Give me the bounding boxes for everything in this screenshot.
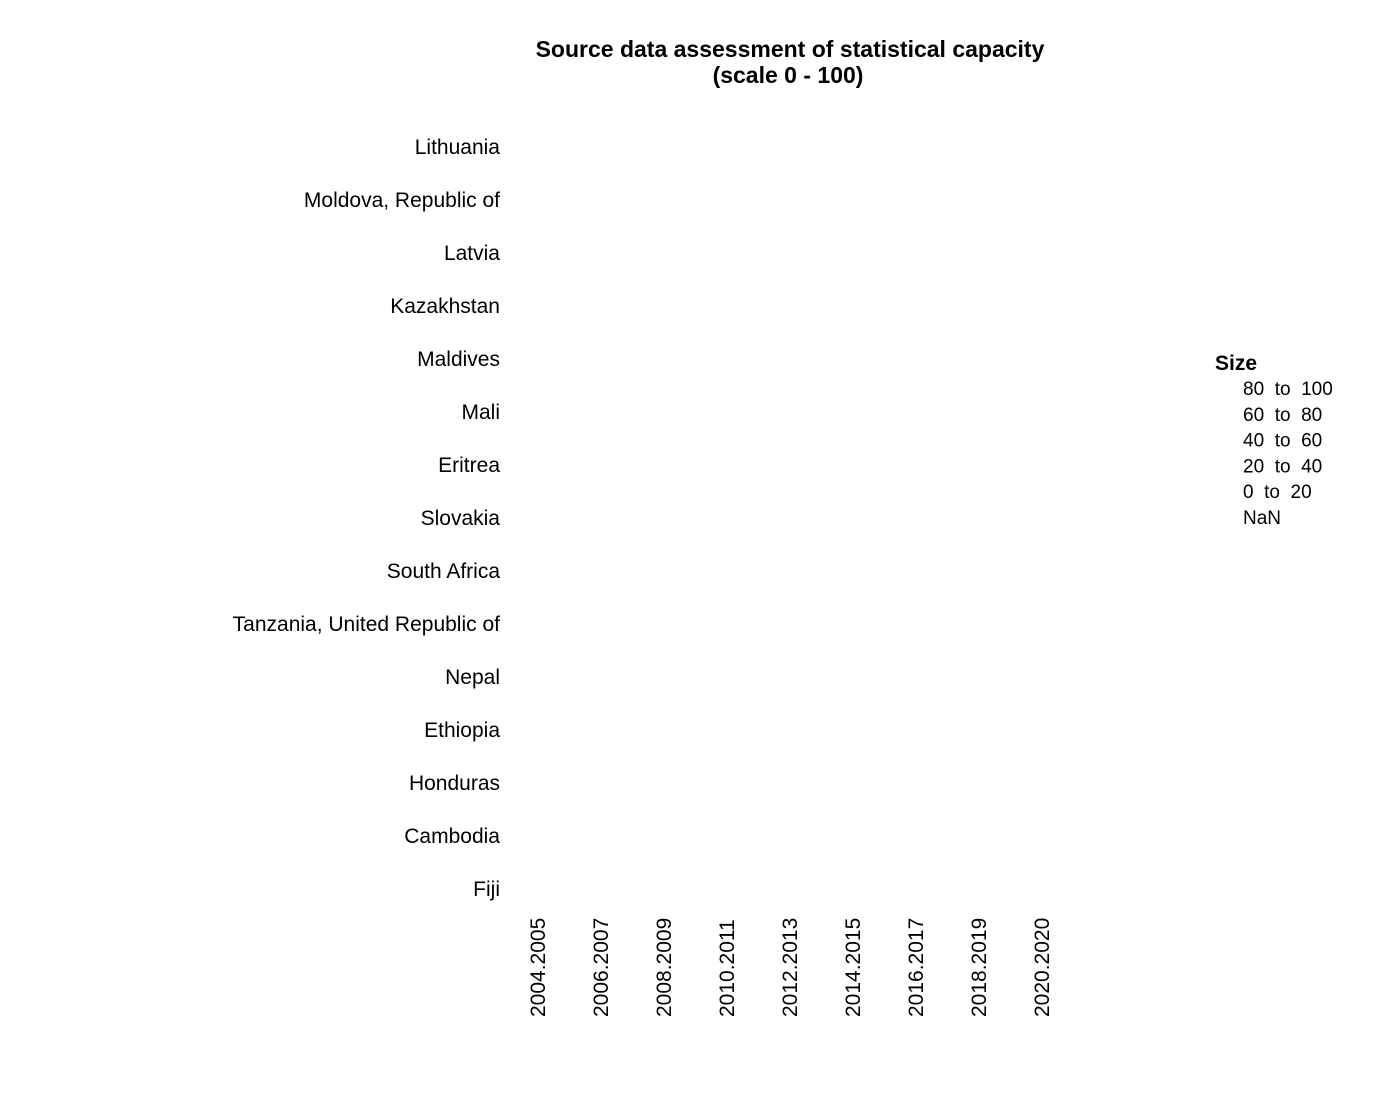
y-tick-label: Fiji: [473, 878, 500, 901]
y-tick-label: Eritrea: [438, 454, 500, 477]
y-tick-label: Maldives: [417, 348, 500, 371]
x-tick-label: 2004.2005: [527, 918, 550, 1017]
legend-entry: NaN: [1243, 508, 1281, 529]
chart-title: Source data assessment of statistical ca…: [536, 36, 1045, 62]
y-tick-label: Lithuania: [415, 136, 501, 159]
legend-entry: 80 to 100: [1243, 379, 1333, 400]
legend-entries: 80 to 100 60 to 80 40 to 60 20 to 40 0 to 20…: [1243, 379, 1333, 529]
chart-subtitle: (scale 0 - 100): [713, 62, 864, 88]
y-tick-label: Cambodia: [404, 825, 500, 848]
x-tick-label: 2010.2011: [716, 919, 739, 1017]
x-tick-label: 2008.2009: [653, 918, 676, 1017]
legend-entry: 0 to 20: [1243, 482, 1312, 503]
x-tick-label: 2012.2013: [779, 918, 802, 1017]
x-axis-labels: 2004.2005 2006.2007 2008.2009 2010.2011 2012…: [527, 918, 1054, 1017]
x-tick-label: 2016.2017: [905, 918, 928, 1017]
x-tick-label: 2006.2007: [590, 918, 613, 1017]
y-tick-label: Nepal: [445, 666, 500, 689]
legend-entry: 40 to 60: [1243, 431, 1322, 452]
y-tick-label: Latvia: [444, 242, 500, 265]
x-tick-label: 2014.2015: [842, 918, 865, 1017]
legend: Size 80 to 100 60 to 80 40 to 60 20 to 40 0 …: [1215, 352, 1333, 529]
y-axis-labels: Lithuania Moldova, Republic of Latvia Kazak…: [233, 136, 501, 901]
y-tick-label: Tanzania, United Republic of: [233, 613, 500, 636]
y-tick-label: Slovakia: [421, 507, 501, 530]
y-tick-label: Ethiopia: [424, 719, 500, 742]
y-tick-label: Kazakhstan: [390, 295, 500, 318]
legend-entry: 60 to 80: [1243, 405, 1322, 426]
x-tick-label: 2020.2020: [1031, 918, 1054, 1017]
y-tick-label: South Africa: [387, 560, 501, 583]
legend-title: Size: [1215, 352, 1257, 375]
y-tick-label: Moldova, Republic of: [304, 189, 500, 212]
legend-entry: 20 to 40: [1243, 456, 1322, 477]
x-tick-label: 2018.2019: [968, 918, 991, 1017]
y-tick-label: Mali: [461, 401, 500, 424]
y-tick-label: Honduras: [409, 772, 500, 795]
